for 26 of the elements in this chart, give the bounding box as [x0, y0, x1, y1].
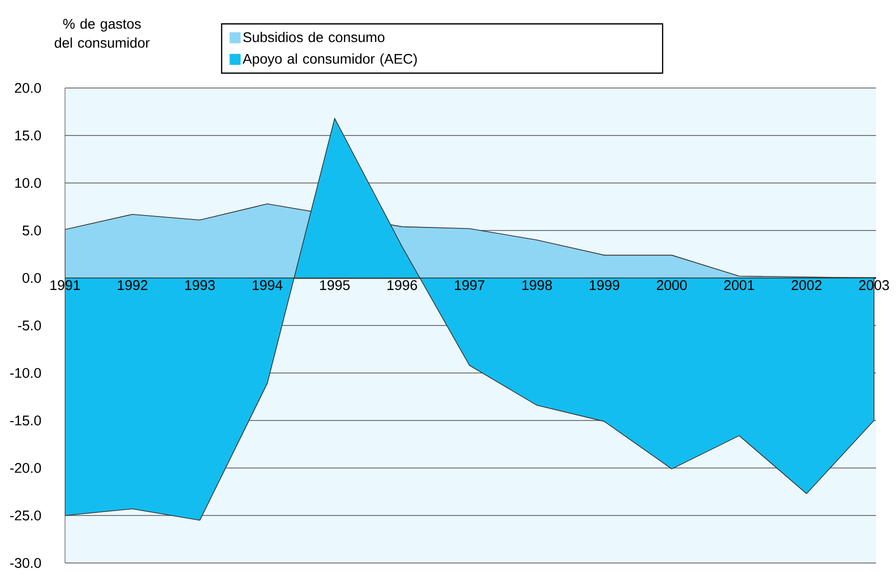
x-tick-label: 1995	[320, 280, 350, 290]
x-tick-label: 2000	[656, 280, 687, 290]
y-tick-label: -10.0	[10, 368, 41, 378]
x-tick-label: 1999	[590, 280, 620, 290]
y-tick-label: -30.0	[10, 558, 41, 568]
x-tick-label: 2003	[859, 280, 889, 290]
x-tick-label: 1994	[252, 280, 282, 290]
x-tick-label: 1996	[388, 280, 418, 290]
x-tick-label: 1997	[454, 280, 484, 290]
x-tick-label: 2002	[792, 280, 822, 290]
y-tick-label: -15.0	[10, 416, 41, 426]
x-tick-label: 2001	[724, 280, 754, 290]
legend-label: Subsidios de consumo	[243, 32, 384, 42]
legend-label: Apoyo al consumidor (AEC)	[242, 54, 417, 67]
y-tick-label: 5.0	[22, 226, 41, 236]
y-tick-label: 0.0	[22, 273, 41, 283]
x-tick-label: 1992	[118, 280, 148, 290]
y-tick-label: 10.0	[15, 178, 41, 188]
y-tick-label: 20.0	[14, 83, 41, 93]
y-tick-label: -20.0	[10, 463, 41, 473]
y-tick-label: -25.0	[10, 510, 41, 520]
x-tick-label: 1998	[522, 280, 552, 290]
y-tick-label: 15.0	[15, 130, 41, 140]
y-axis-title: % de gastos del consumidor	[54, 18, 150, 48]
x-tick-label: 1993	[185, 280, 215, 290]
y-tick-label: -5.0	[18, 320, 41, 330]
